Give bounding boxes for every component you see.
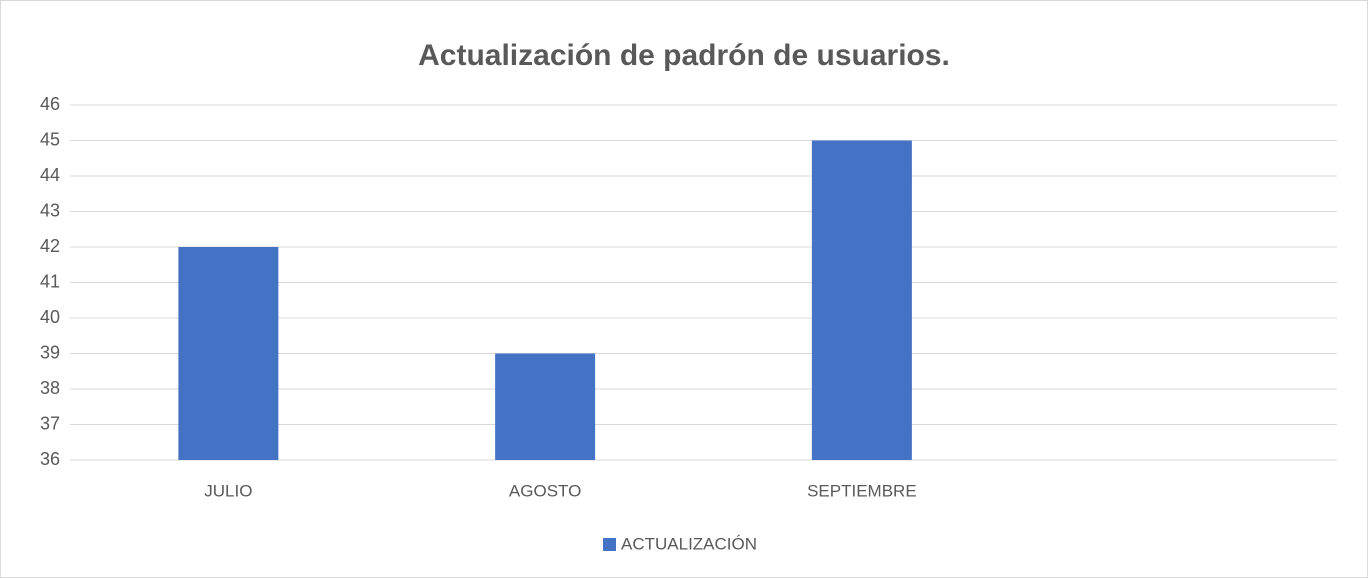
x-tick-label: SEPTIEMBRE — [807, 481, 917, 500]
y-tick-label: 39 — [40, 342, 60, 362]
x-tick-label: AGOSTO — [509, 481, 581, 500]
y-tick-label: 46 — [40, 94, 60, 114]
bar — [811, 140, 912, 460]
y-tick-label: 44 — [40, 165, 60, 185]
y-tick-label: 36 — [40, 449, 60, 469]
y-tick-label: 38 — [40, 378, 60, 398]
chart-title: Actualización de padrón de usuarios. — [418, 39, 950, 72]
y-tick-label: 37 — [40, 413, 60, 433]
bar — [495, 353, 596, 460]
legend-swatch — [603, 538, 616, 551]
x-tick-label: JULIO — [204, 481, 252, 500]
y-tick-label: 40 — [40, 307, 60, 327]
y-tick-label: 42 — [40, 236, 60, 256]
legend-label: ACTUALIZACIÓN — [621, 534, 757, 553]
y-tick-label: 41 — [40, 271, 60, 291]
bar — [178, 247, 279, 460]
y-tick-label: 45 — [40, 129, 60, 149]
y-tick-label: 43 — [40, 200, 60, 220]
